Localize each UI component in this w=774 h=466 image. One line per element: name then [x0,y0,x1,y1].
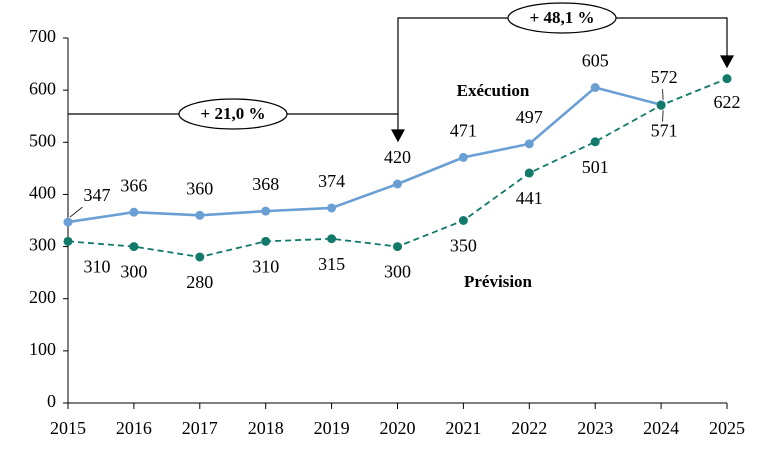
x-tick-label: 2018 [248,418,284,438]
data-label: 605 [582,51,609,71]
data-point [129,207,139,217]
data-label: 310 [252,256,279,276]
series-line [67,86,662,224]
data-label: 300 [120,262,147,282]
data-label: 441 [516,188,543,208]
data-point [63,236,73,246]
annotation-bubble [178,98,288,130]
x-tick-label: 2023 [577,418,613,438]
data-point [195,252,205,262]
data-label: 300 [384,262,411,282]
y-tick-label: 300 [29,235,56,255]
data-point [327,203,337,213]
data-point [524,168,534,178]
data-label: 471 [450,121,477,141]
data-label: 420 [384,147,411,167]
data-point [590,83,600,93]
x-tick-label: 2024 [643,418,679,438]
data-point [393,242,402,252]
x-tick-label: 2017 [182,418,218,438]
data-point [129,242,139,252]
annotation-brackets [68,2,735,143]
data-point [458,152,468,162]
data-label: 501 [582,157,609,177]
data-label: 497 [516,107,543,127]
y-tick-label: 0 [47,391,56,411]
y-tick-label: 600 [29,78,56,98]
annotation-bubble [507,2,617,34]
y-tick-label: 700 [29,26,56,46]
y-tick-label: 200 [29,287,56,307]
data-label: 347 [84,185,111,205]
x-tick-label: 2016 [116,418,152,438]
data-label: 360 [186,178,213,198]
data-label: 280 [186,272,213,292]
data-label: 315 [318,254,345,274]
data-label: 310 [84,256,111,276]
arrow [390,129,406,143]
annotation: + 21,0 % [201,104,266,123]
data-point [458,216,468,225]
leader-line [662,89,664,100]
data-label: 571 [651,120,678,140]
data-point [261,206,271,216]
data-point [63,217,73,227]
x-tick-label: 2019 [314,418,350,438]
data-point [656,100,666,110]
x-tick-label: 2020 [380,418,416,438]
x-tick-label: 2025 [709,418,745,438]
data-point [524,139,534,149]
y-tick-label: 500 [29,130,56,150]
x-tick-label: 2021 [445,418,481,438]
x-tick-label: 2015 [50,418,86,438]
series-label: Exécution [457,81,530,100]
data-label: 374 [318,171,345,191]
data-point [393,179,402,189]
data-point [195,210,205,220]
y-tick-label: 400 [29,183,56,203]
data-point [261,236,271,246]
data-point [722,74,732,84]
leader-line [662,110,664,122]
y-tick-label: 100 [29,339,56,359]
annotation: + 48,1 % [530,8,595,27]
x-tick-label: 2022 [511,418,547,438]
data-point [327,234,337,244]
leader-line [69,206,83,218]
series-label: Prévision [464,272,533,291]
arrow [719,55,735,69]
data-label: 368 [252,174,279,194]
data-label: 572 [651,67,678,87]
data-label: 366 [120,175,147,195]
data-label: 350 [450,236,477,256]
data-point [590,137,600,147]
data-label: 622 [714,92,741,112]
